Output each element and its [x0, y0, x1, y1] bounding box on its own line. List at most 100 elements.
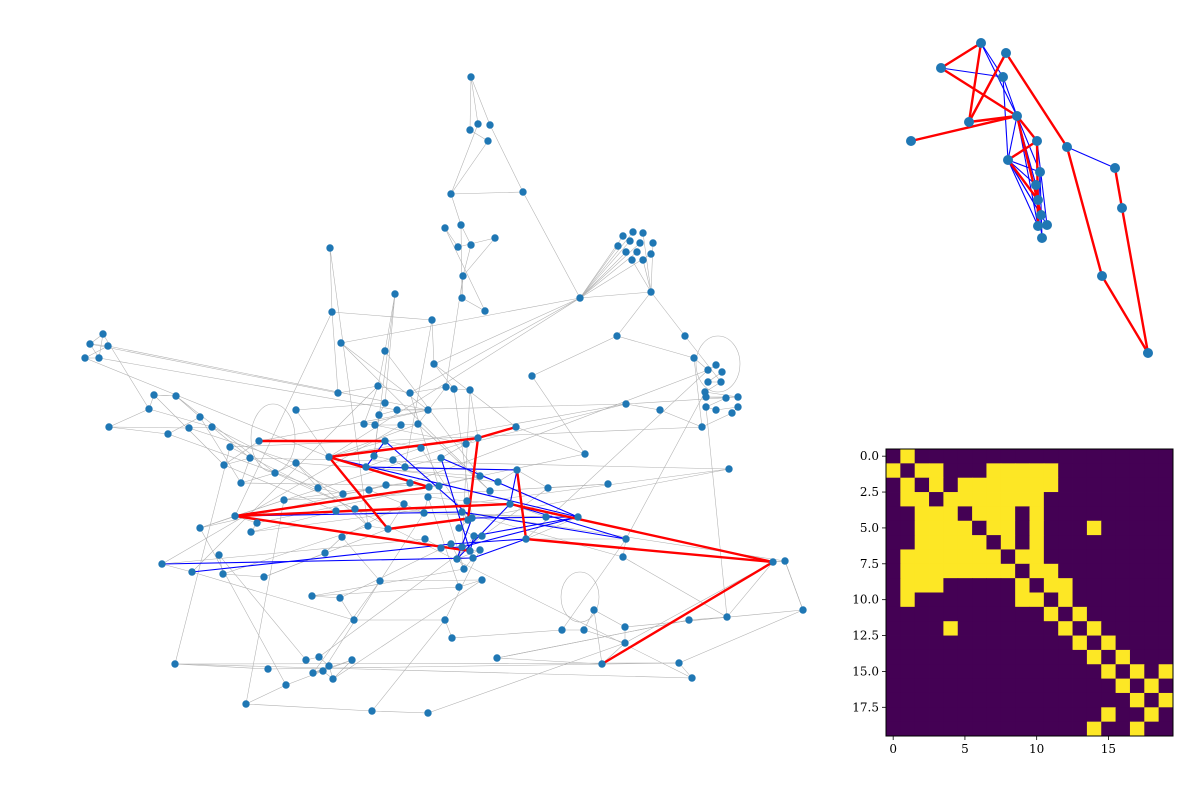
graph-node — [454, 243, 462, 251]
context-edge — [295, 462, 319, 489]
matrix-cell — [957, 649, 973, 665]
graph-node — [598, 660, 606, 668]
matrix-cell — [929, 606, 944, 622]
context-edge — [108, 426, 169, 435]
matrix-cell — [1029, 721, 1045, 737]
matrix-cell — [1115, 463, 1131, 479]
context-edge — [379, 512, 425, 582]
context-edge — [433, 297, 581, 365]
graph-node — [580, 626, 588, 634]
subgraph-blue-edge — [1007, 159, 1037, 186]
matrix-cell — [972, 678, 987, 694]
graph-node — [460, 565, 468, 573]
red-edge — [233, 514, 472, 553]
context-edge — [579, 242, 641, 299]
context-edge — [274, 472, 356, 510]
matrix-cell — [943, 578, 959, 593]
x-tick-label: 5 — [961, 742, 969, 756]
matrix-cell — [914, 592, 930, 608]
graph-node — [455, 583, 463, 591]
matrix-cell — [1086, 692, 1102, 708]
graph-node — [558, 626, 566, 634]
matrix-cell — [1058, 606, 1073, 622]
context-edge — [469, 389, 479, 439]
context-edge — [371, 619, 446, 712]
context-edge — [659, 409, 703, 428]
matrix-cell — [1043, 449, 1059, 464]
blue-edge — [509, 469, 518, 505]
matrix-cell — [1000, 707, 1016, 723]
graph-node — [725, 465, 733, 473]
graph-node — [639, 229, 647, 237]
context-edge — [583, 629, 626, 644]
subgraph-red-edge — [967, 51, 1008, 124]
matrix-cell — [929, 707, 944, 723]
context-edge — [89, 343, 339, 394]
matrix-cell — [929, 678, 944, 694]
graph-node — [393, 406, 401, 414]
matrix-cell — [886, 492, 901, 507]
matrix-cell — [957, 678, 973, 694]
graph-node — [528, 372, 536, 380]
graph-node — [455, 524, 463, 532]
context-edge — [188, 426, 213, 429]
matrix-cell — [1043, 649, 1059, 665]
blue-edge — [191, 543, 452, 573]
matrix-cell — [886, 664, 901, 679]
context-edge — [295, 409, 330, 458]
matrix-cell — [1129, 635, 1145, 651]
matrix-cell — [886, 477, 901, 493]
matrix-cell — [1129, 606, 1145, 622]
red-edge — [233, 485, 431, 518]
context-edge — [522, 191, 581, 299]
matrix-cell — [914, 635, 930, 651]
graph-node — [626, 237, 634, 245]
matrix-cell — [1029, 678, 1045, 694]
matrix-cell — [1101, 463, 1116, 479]
matrix-cell — [972, 664, 987, 679]
matrix-cell — [914, 664, 930, 679]
graph-node — [590, 606, 598, 614]
matrix-cell — [986, 592, 1002, 608]
matrix-cell — [929, 563, 944, 579]
context-edge — [461, 511, 624, 558]
graph-node — [264, 665, 272, 673]
graph-node — [336, 594, 344, 602]
graph-node — [622, 535, 630, 543]
matrix-cell — [1115, 721, 1131, 737]
matrix-cell — [914, 621, 930, 636]
matrix-cell — [1115, 578, 1131, 593]
matrix-cell — [1043, 692, 1059, 708]
matrix-cell — [1072, 506, 1088, 522]
matrix-cell — [986, 506, 1002, 522]
matrix-cell — [1058, 635, 1073, 651]
graph-node — [260, 573, 268, 581]
matrix-cell — [929, 578, 944, 593]
graph-node — [315, 653, 323, 661]
graph-node — [104, 342, 112, 350]
graph-node — [371, 421, 379, 429]
matrix-cell — [957, 621, 973, 636]
context-edge — [444, 227, 486, 312]
matrix-cell — [1043, 463, 1059, 479]
matrix-cell — [943, 649, 959, 665]
matrix-cell — [1043, 535, 1059, 550]
matrix-cell — [1086, 664, 1102, 679]
context-edge — [322, 580, 381, 672]
context-edge — [335, 510, 547, 518]
context-edge — [458, 579, 483, 588]
matrix-cell — [972, 463, 987, 479]
blue-edge — [509, 503, 627, 540]
subgraph-node — [998, 72, 1008, 82]
matrix-cell — [972, 721, 987, 737]
context-edge — [332, 659, 353, 680]
graph-node — [453, 555, 461, 563]
matrix-cell — [1115, 692, 1131, 708]
graph-node — [325, 662, 333, 670]
context-edge — [332, 579, 483, 680]
graph-node — [621, 639, 629, 647]
graph-node — [362, 463, 370, 471]
matrix-cell — [972, 692, 987, 708]
context-edge — [295, 462, 481, 477]
subgraph-node — [964, 117, 974, 127]
